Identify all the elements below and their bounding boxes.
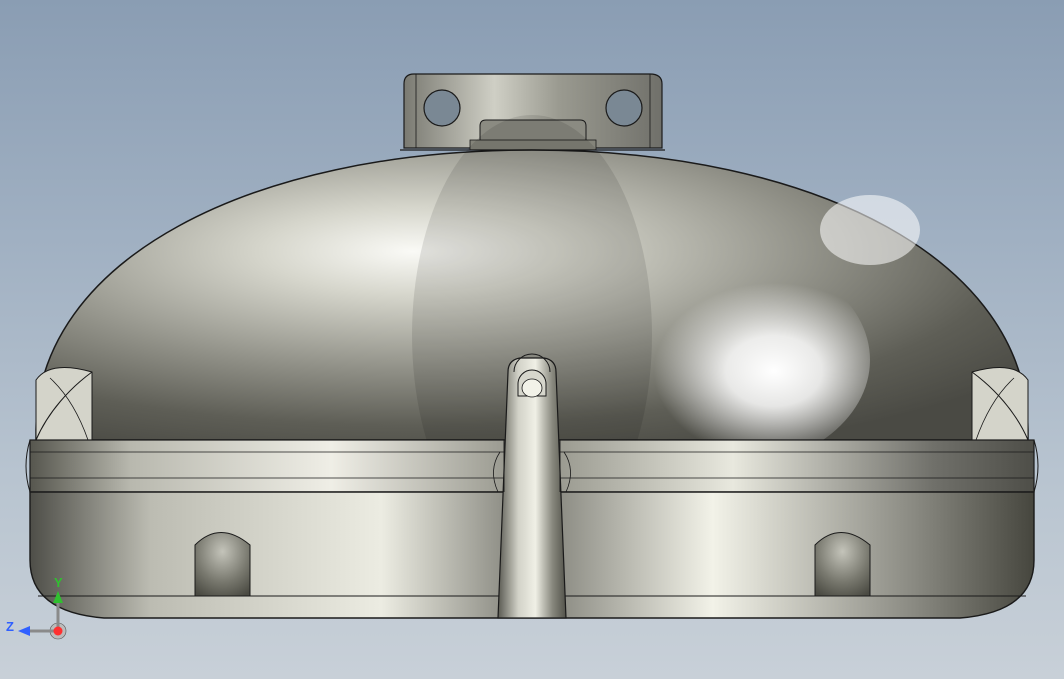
cad-model-render [0, 0, 1064, 679]
triad-icon [12, 579, 92, 659]
cad-viewport[interactable]: Y Z [0, 0, 1064, 679]
lower-slot-left [195, 533, 250, 597]
coordinate-triad[interactable]: Y Z [12, 579, 92, 659]
axis-label-z: Z [6, 619, 14, 634]
lower-slot-right [815, 533, 870, 597]
axis-label-y: Y [54, 575, 63, 590]
